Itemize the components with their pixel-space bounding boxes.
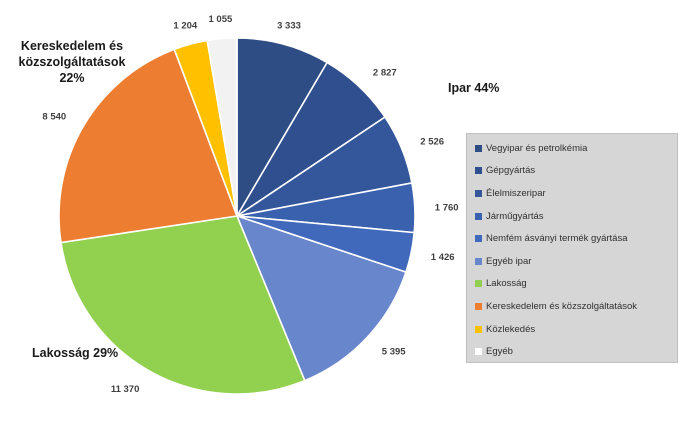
value-label-nemfem-asvanyi-termek-gyartasa: 1 426 <box>431 252 455 263</box>
value-label-vegyipar-es-petrolkemia: 3 333 <box>277 20 301 31</box>
legend-label: Kereskedelem és közszolgáltatások <box>486 300 638 312</box>
legend-swatch <box>475 189 482 197</box>
legend-item-vegyipar-es-petrolkemia: Vegyipar és petrolkémia <box>475 137 677 160</box>
slice-lakossag <box>60 215 306 395</box>
legend-swatch <box>475 280 482 288</box>
legend-label: Nemfém ásványi termék gyártása <box>486 233 628 245</box>
legend-label: Gépgyártás <box>486 165 536 177</box>
legend-swatch <box>475 257 482 265</box>
group-label-residential: Lakosság 29% <box>32 346 118 360</box>
legend-item-jarmugyartas: Járműgyártás <box>475 205 677 228</box>
legend-label: Közlekedés <box>486 323 536 335</box>
legend-item-gepgyartas: Gépgyártás <box>475 160 677 183</box>
legend-label: Járműgyártás <box>486 210 544 222</box>
legend-label: Élelmiszeripar <box>486 187 546 199</box>
legend-swatch <box>475 348 482 356</box>
legend-item-kereskedelem-es-kozszolgaltatasok: Kereskedelem és közszolgáltatások <box>475 295 677 318</box>
legend-item-elelmiszeripar: Élelmiszeripar <box>475 182 677 205</box>
slice-egyeb <box>206 37 238 217</box>
legend-swatch <box>475 235 482 243</box>
value-label-jarmugyartas: 1 760 <box>435 202 459 213</box>
group-label-commerce-line3: 22% <box>59 71 84 85</box>
slice-egyeb-ipar <box>235 214 407 382</box>
legend: Vegyipar és petrolkémia Gépgyártás Élelmis… <box>466 133 678 363</box>
legend-label: Lakosság <box>486 278 527 290</box>
value-label-egyeb: 1 055 <box>209 14 233 25</box>
group-label-industry: Ipar 44% <box>448 81 499 95</box>
legend-item-lakossag: Lakosság <box>475 273 677 296</box>
value-label-gepgyartas: 2 827 <box>373 68 397 79</box>
value-label-egyeb-ipar: 5 395 <box>382 347 406 358</box>
legend-label: Vegyipar és petrolkémia <box>486 142 588 154</box>
value-label-lakossag: 11 370 <box>111 384 140 395</box>
legend-label: Egyéb ipar <box>486 255 532 267</box>
slice-kereskedelem-es-kozszolgaltatasok <box>58 48 239 244</box>
slice-vegyipar-es-petrolkemia <box>236 37 329 219</box>
legend-swatch <box>475 325 482 333</box>
legend-item-nemfem-asvanyi-termek-gyartasa: Nemfém ásványi termék gyártása <box>475 227 677 250</box>
legend-swatch <box>475 144 482 152</box>
value-label-elelmiszeripar: 2 526 <box>420 137 444 148</box>
legend-swatch <box>475 212 482 220</box>
legend-swatch <box>475 302 482 310</box>
value-label-kereskedelem-es-kozszolgaltatasok: 8 540 <box>42 111 66 122</box>
legend-item-kozlekedes: Közlekedés <box>475 318 677 341</box>
legend-item-egyeb: Egyéb <box>475 340 677 363</box>
group-label-commerce-line1: Kereskedelem és <box>21 39 123 53</box>
legend-item-egyeb-ipar: Egyéb ipar <box>475 250 677 273</box>
value-label-kozlekedes: 1 204 <box>173 20 197 31</box>
group-label-commerce-line2: közszolgáltatások <box>19 55 126 69</box>
legend-label: Egyéb <box>486 346 513 358</box>
legend-swatch <box>475 167 482 175</box>
